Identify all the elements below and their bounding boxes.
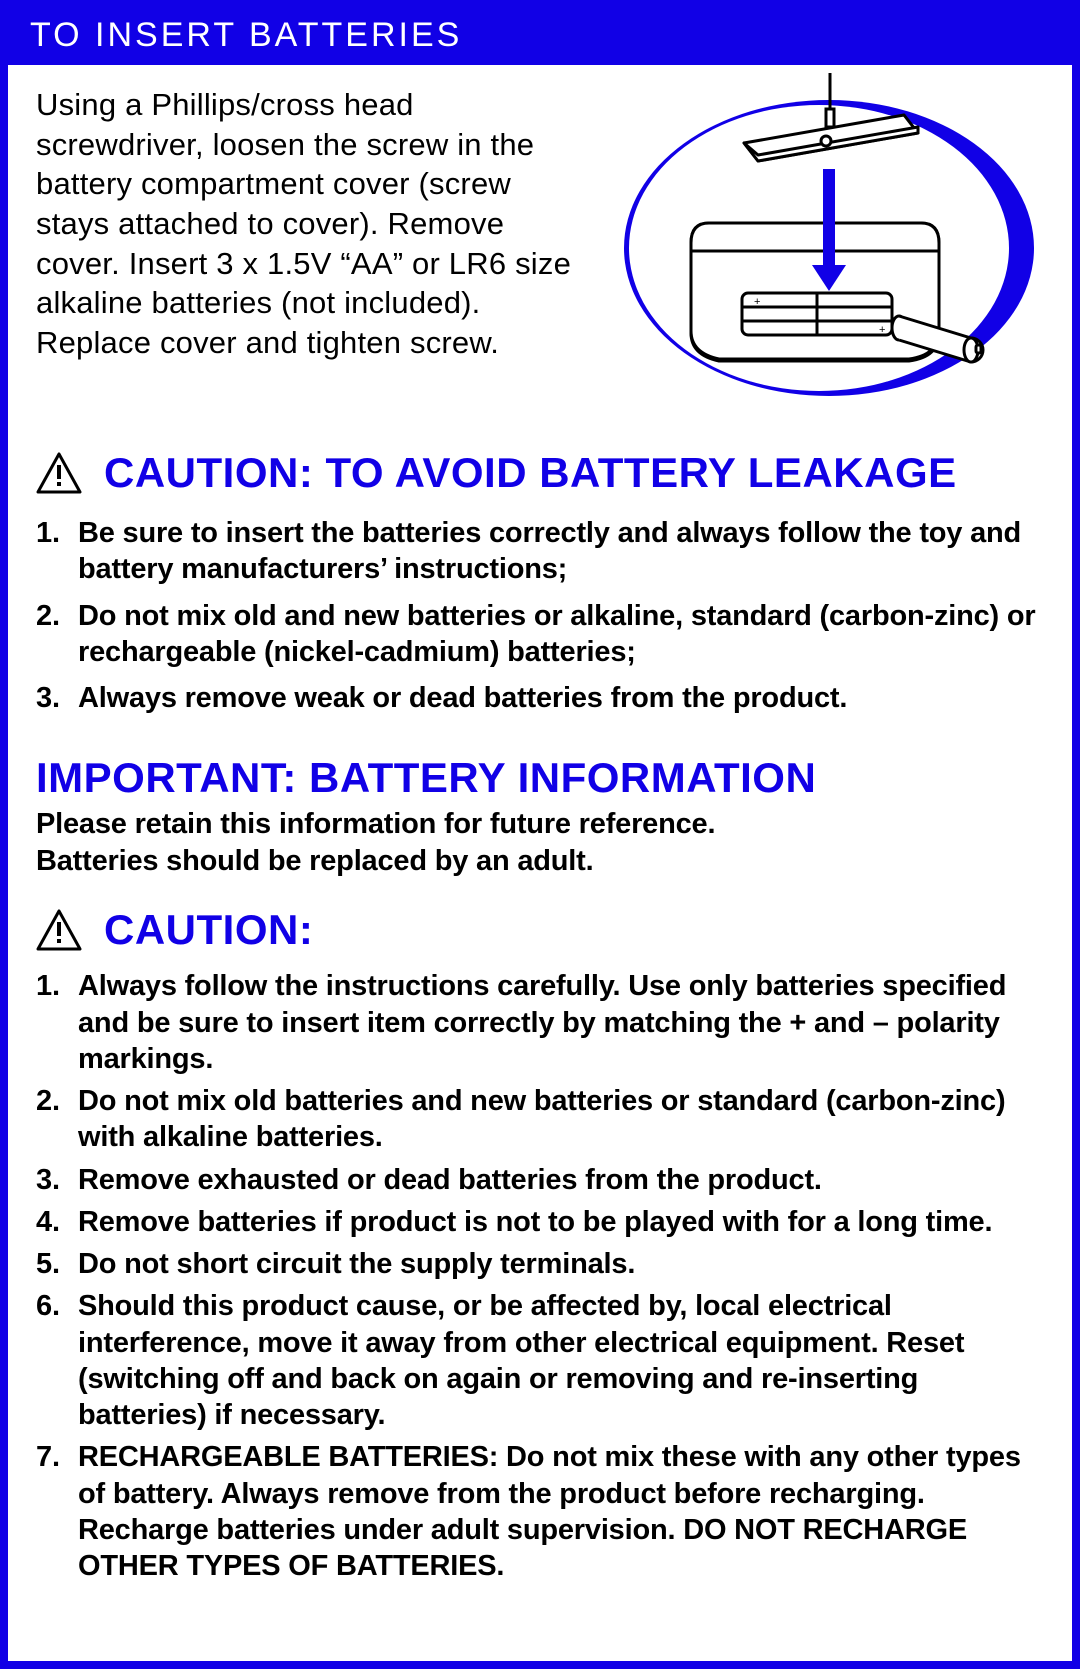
warning-triangle-icon: [36, 909, 82, 951]
important-line-1: Please retain this information for futur…: [36, 806, 1044, 843]
list-item: Always follow the instructions carefully…: [36, 968, 1044, 1077]
list-item: Do not mix old and new batteries or alka…: [36, 598, 1044, 671]
caution-heading-2: CAUTION:: [36, 906, 1044, 954]
svg-text:+: +: [879, 324, 885, 336]
list-item: Always remove weak or dead batteries fro…: [36, 680, 1044, 716]
battery-diagram-icon: + +: [594, 73, 1044, 403]
intro-text: Using a Phillips/cross head screwdriver,…: [36, 83, 584, 363]
list-item: Do not mix old batteries and new batteri…: [36, 1083, 1044, 1156]
caution-heading-1: CAUTION: TO AVOID BATTERY LEAKAGE: [36, 449, 1044, 497]
caution-list-1: Be sure to insert the batteries correctl…: [36, 515, 1044, 726]
section-header: TO INSERT BATTERIES: [8, 8, 1072, 65]
intro-row: Using a Phillips/cross head screwdriver,…: [36, 83, 1044, 403]
list-item: Remove batteries if product is not to be…: [36, 1204, 1044, 1240]
list-item: Be sure to insert the batteries correctl…: [36, 515, 1044, 588]
list-item: Should this product cause, or be affecte…: [36, 1288, 1044, 1433]
important-line-2: Batteries should be replaced by an adult…: [36, 843, 1044, 880]
list-item: Do not short circuit the supply terminal…: [36, 1246, 1044, 1282]
section-header-title: TO INSERT BATTERIES: [30, 16, 462, 54]
list-item: RECHARGEABLE BATTERIES: Do not mix these…: [36, 1439, 1044, 1584]
caution-title-2: CAUTION:: [104, 906, 313, 954]
warning-triangle-icon: [36, 452, 82, 494]
caution-list-2: Always follow the instructions carefully…: [36, 968, 1044, 1590]
instruction-page: TO INSERT BATTERIES Using a Phillips/cro…: [0, 0, 1080, 1669]
svg-text:+: +: [754, 296, 760, 308]
page-content: Using a Phillips/cross head screwdriver,…: [8, 65, 1072, 1610]
list-item: Remove exhausted or dead batteries from …: [36, 1162, 1044, 1198]
important-title: IMPORTANT: BATTERY INFORMATION: [36, 754, 1044, 802]
caution-title-1: CAUTION: TO AVOID BATTERY LEAKAGE: [104, 449, 957, 497]
